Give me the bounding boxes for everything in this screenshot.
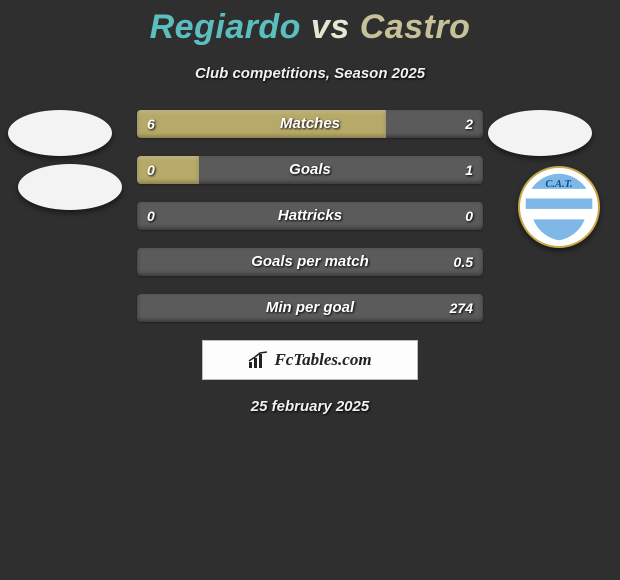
attribution-box[interactable]: FcTables.com <box>202 340 418 380</box>
date-text: 25 february 2025 <box>0 398 620 415</box>
stat-value-right: 1 <box>465 156 473 184</box>
stat-row: Goals0 1 <box>137 156 483 184</box>
stat-label: Min per goal <box>137 294 483 322</box>
stat-label: Hattricks <box>137 202 483 230</box>
subtitle: Club competitions, Season 2025 <box>0 65 620 82</box>
player1-name: Regiardo <box>150 8 301 46</box>
stat-label: Matches <box>137 110 483 138</box>
stat-value-left: 6 <box>147 110 155 138</box>
stat-value-right: 274 <box>450 294 473 322</box>
page-title: Regiardo vs Castro <box>0 8 620 47</box>
stat-value-right: 0.5 <box>454 248 473 276</box>
stat-row: Min per goal274 <box>137 294 483 322</box>
vs-text: vs <box>311 8 350 46</box>
comparison-content: C.A.T. Matches62Goals01Hattricks00Goals … <box>0 110 620 415</box>
stat-row: Hattricks0 0 <box>137 202 483 230</box>
svg-text:C.A.T.: C.A.T. <box>545 179 572 190</box>
stat-value-left: 0 <box>147 202 155 230</box>
player1-avatar <box>8 110 112 156</box>
stat-value-right: 0 <box>465 202 473 230</box>
bars-icon <box>248 351 270 369</box>
player2-name: Castro <box>360 8 471 46</box>
stat-value-right: 2 <box>465 110 473 138</box>
stat-row: Goals per match0.5 <box>137 248 483 276</box>
stat-label: Goals per match <box>137 248 483 276</box>
player2-avatar <box>488 110 592 156</box>
header: Regiardo vs Castro Club competitions, Se… <box>0 0 620 82</box>
fctables-logo: FcTables.com <box>248 350 371 370</box>
player1-club-badge <box>18 164 122 210</box>
stat-row: Matches6 2 <box>137 110 483 138</box>
stat-value-left: 0 <box>147 156 155 184</box>
player2-club-badge: C.A.T. <box>518 166 600 248</box>
club-crest-icon: C.A.T. <box>520 168 598 246</box>
stat-bars: Matches62Goals01Hattricks00Goals per mat… <box>137 110 483 322</box>
logo-text: FcTables.com <box>274 350 371 370</box>
stat-label: Goals <box>137 156 483 184</box>
